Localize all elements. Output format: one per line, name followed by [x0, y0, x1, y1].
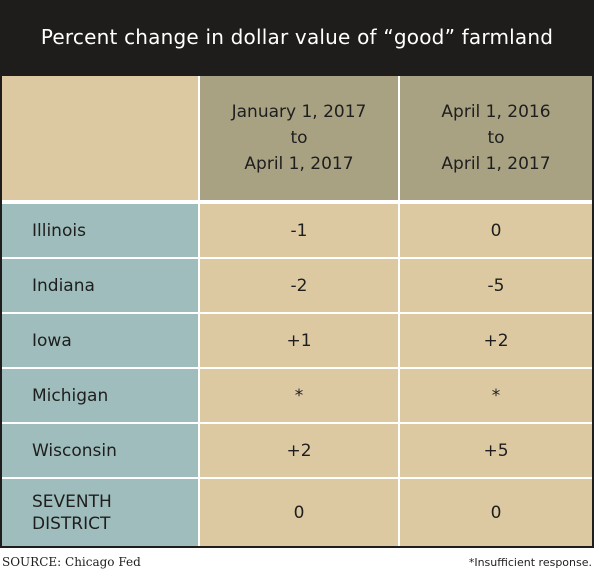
- table-cell: *: [200, 369, 398, 422]
- table-cell: 0: [400, 479, 592, 546]
- table-title: Percent change in dollar value of “good”…: [40, 25, 554, 49]
- row-label-line: DISTRICT: [32, 513, 111, 534]
- table-cell: +5: [400, 424, 592, 477]
- row-label: Michigan: [2, 369, 198, 422]
- footnote: *Insufficient response.: [468, 556, 592, 569]
- row-label: Illinois: [2, 204, 198, 257]
- column-header-line: April 1, 2017: [441, 154, 551, 174]
- table-cell: +2: [400, 314, 592, 367]
- column-header: January 1, 2017 to April 1, 2017: [200, 76, 398, 200]
- table-cell: -2: [200, 259, 398, 312]
- column-header-line: January 1, 2017: [231, 102, 367, 122]
- table-cell: 0: [200, 479, 398, 546]
- row-label: SEVENTH DISTRICT: [2, 479, 198, 546]
- row-label: Iowa: [2, 314, 198, 367]
- row-label-line: SEVENTH: [32, 491, 112, 512]
- column-header-line: April 1, 2017: [244, 154, 354, 174]
- header-corner: [2, 76, 198, 200]
- source-note: SOURCE: Chicago Fed: [2, 555, 141, 569]
- table-cell: +1: [200, 314, 398, 367]
- table-frame: Percent change in dollar value of “good”…: [0, 0, 594, 548]
- column-header: April 1, 2016 to April 1, 2017: [400, 76, 592, 200]
- column-header-line: to: [290, 128, 308, 148]
- table-cell: +2: [200, 424, 398, 477]
- row-label: Indiana: [2, 259, 198, 312]
- row-label: Wisconsin: [2, 424, 198, 477]
- table-cell: -1: [200, 204, 398, 257]
- data-table: January 1, 2017 to April 1, 2017 April 1, 2…: [2, 76, 592, 546]
- table-cell: -5: [400, 259, 592, 312]
- table-cell: *: [400, 369, 592, 422]
- table-cell: 0: [400, 204, 592, 257]
- column-header-line: to: [487, 128, 505, 148]
- column-header-line: April 1, 2016: [441, 102, 551, 122]
